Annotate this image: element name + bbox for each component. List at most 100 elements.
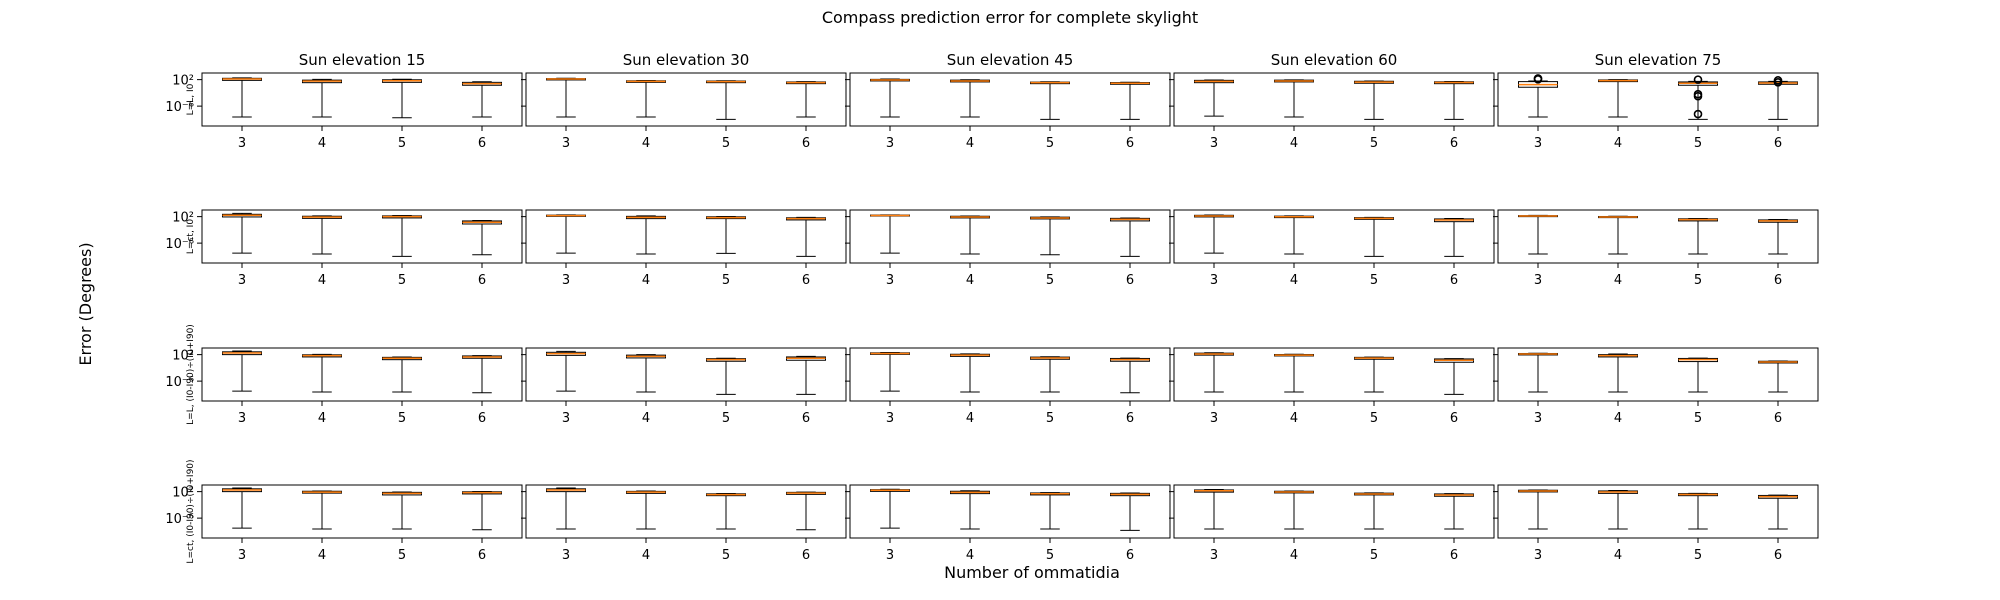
subplot-title: Sun elevation 15 [299,51,426,69]
axes-frame [1497,484,1819,539]
box-plot [1194,352,1234,393]
x-tick-label: 4 [966,136,974,151]
box-plot [1598,353,1638,393]
axes-frame [525,209,847,264]
box-plot [1678,492,1718,530]
x-tick-label: 5 [1370,273,1378,288]
x-tick-label: 5 [398,273,406,288]
row-label: L=ct, (I0-I90)÷(I0+I90) [186,459,196,563]
box-plot [1030,81,1070,120]
box-plot [1678,75,1718,120]
box-plot [706,492,746,530]
axes-frame [525,72,847,127]
x-tick-label: 6 [802,548,810,563]
subplot: 3 4 5 6 [1169,209,1495,288]
x-tick-label: 3 [1534,548,1542,563]
box-plot [950,79,990,118]
x-tick-label: 4 [1614,411,1622,426]
axes-frame [849,72,1171,127]
x-tick-label: 5 [1694,548,1702,563]
y-tick-label: 10² [172,486,194,501]
subplot: Sun elevation 60 3 4 5 6 [1169,51,1495,151]
x-tick-label: 5 [1370,411,1378,426]
x-tick-label: 6 [478,136,486,151]
x-tick-label: 3 [238,548,246,563]
box-plot [1434,358,1474,395]
x-tick-label: 5 [398,548,406,563]
axes-frame [1497,347,1819,402]
subplot: 3 4 5 6 [1493,484,1819,563]
y-tick-label: 10² [172,74,194,89]
x-tick-label: 4 [318,548,326,563]
box-plot [706,80,746,120]
axes-frame [201,484,523,539]
x-tick-label: 4 [1290,548,1298,563]
subplot: 3 4 5 6 [521,347,847,426]
x-tick-label: 4 [318,136,326,151]
box-plot [1598,489,1638,530]
box-plot [1598,215,1638,255]
axes-frame [1497,72,1819,127]
box-plot [626,79,666,118]
subplot-title: Sun elevation 60 [1271,51,1398,69]
box-plot [706,215,746,254]
box-plot [382,491,422,530]
x-tick-label: 6 [478,411,486,426]
subplot: 3 4 5 6 [521,209,847,288]
x-tick-label: 3 [562,136,570,151]
box-plot [1194,214,1234,254]
outlier-point [1773,78,1783,87]
box-plot [1598,79,1638,118]
box-plot [1110,357,1150,394]
box-plot [1030,216,1070,256]
box-plot [222,350,262,392]
x-tick-label: 5 [1370,548,1378,563]
x-tick-label: 3 [238,136,246,151]
x-tick-label: 3 [1210,548,1218,563]
box-plot [302,353,342,393]
axes-frame [201,72,523,127]
subplot: Sun elevation 30 3 4 5 6 [521,51,847,151]
box-plot [786,81,826,118]
x-tick-label: 4 [642,411,650,426]
x-tick-label: 5 [1046,136,1054,151]
box-plot [222,77,262,118]
x-tick-label: 5 [1046,548,1054,563]
axes-frame [849,347,1171,402]
x-tick-label: 6 [802,136,810,151]
outlier-point [1693,91,1703,101]
y-tick-label: 10² [172,211,194,226]
x-tick-label: 5 [722,273,730,288]
y-tick-label: 10⁻⁶ [165,100,194,115]
x-tick-label: 4 [642,136,650,151]
x-tick-label: 6 [1126,273,1134,288]
box-plot [870,488,910,529]
x-tick-label: 5 [722,136,730,151]
x-tick-label: 3 [886,273,894,288]
box-plot [950,215,990,255]
x-tick-label: 5 [722,548,730,563]
row-label: L=ct, I0 [186,219,196,254]
subplot: 3 4 5 6 [521,484,847,563]
subplot: 3 4 5 6 [845,347,1171,426]
box-plot [302,78,342,118]
x-tick-label: 4 [966,548,974,563]
subplot-title: Sun elevation 45 [947,51,1074,69]
axes-frame [849,209,1171,264]
x-tick-label: 6 [1450,273,1458,288]
box-plot [1030,356,1070,393]
box-plot [462,219,502,256]
x-tick-label: 3 [562,273,570,288]
x-tick-label: 5 [1694,273,1702,288]
box-plot [546,350,586,392]
box-plot [462,81,502,118]
box-plot [1274,353,1314,393]
box-plot [786,491,826,531]
x-tick-label: 4 [642,548,650,563]
box-plot [1758,360,1798,393]
axes-frame [1497,209,1819,264]
axes-frame [849,484,1171,539]
box-plot [382,356,422,393]
outlier-point [1693,75,1703,84]
